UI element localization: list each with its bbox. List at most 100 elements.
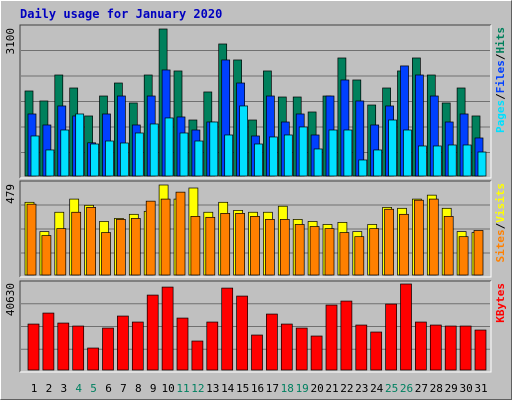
chart-title: Daily usage for January 2020 [20,7,222,21]
bar [116,219,126,276]
bar [27,323,40,371]
bar [250,216,260,276]
bar [313,148,323,177]
y-tick-label: 40630 [4,283,17,316]
x-tick-label: 25 [385,382,398,395]
bar [265,219,275,276]
bar [42,312,55,371]
bar [236,295,248,371]
bar [105,140,114,177]
bar [41,235,52,276]
bar [369,228,380,276]
bar [239,105,248,177]
bar [131,321,144,371]
x-tick-label: 24 [370,382,384,395]
bar [429,324,442,371]
x-tick-label: 27 [415,382,428,395]
bar [134,132,144,177]
bevel [20,25,492,179]
x-tick-label: 10 [161,382,174,395]
bevel [19,24,491,178]
bar [30,135,40,177]
bar [75,113,85,177]
x-tick-label: 21 [325,382,338,395]
x-tick-label: 11 [176,382,189,395]
x-tick-label: 30 [459,382,472,395]
bar [149,123,159,177]
bar [191,340,204,371]
bar [176,317,189,371]
bar [120,142,129,177]
x-tick-label: 4 [75,382,82,395]
bar [254,143,263,177]
bar [26,203,37,276]
bar [432,145,442,177]
bar [220,213,231,276]
bar [280,323,293,371]
bar [146,294,159,371]
bar [279,219,290,276]
bar [324,228,335,276]
bar [298,126,308,177]
x-tick-label: 15 [236,382,249,395]
legend-entry: Files [494,60,507,93]
bevel [20,281,492,373]
legend-entry: KBytes [494,283,507,323]
x-tick-label: 16 [251,382,264,395]
bar [251,334,263,371]
bar [90,143,99,177]
legend-separator: / [494,93,507,100]
x-tick-label: 18 [281,382,294,395]
x-tick-label: 23 [355,382,368,395]
x-tick-label: 13 [206,382,219,395]
legend-entry: Hits [494,27,507,54]
bar [145,200,156,276]
x-tick-label: 20 [310,382,323,395]
bar [101,232,111,276]
bar [221,287,234,371]
bar [428,198,439,276]
bar [343,129,353,177]
bar [385,303,397,371]
bar [72,325,85,371]
bar [458,236,469,276]
bar [283,134,293,177]
bar [56,228,67,276]
x-tick-label: 29 [445,382,458,395]
bar [414,199,424,276]
bar [269,136,278,177]
bar [130,218,141,276]
legend-separator: / [494,53,507,60]
x-tick-label: 8 [135,382,142,395]
bar [179,132,189,177]
bar [473,230,484,276]
bar [354,236,365,276]
x-tick-label: 14 [221,382,235,395]
bar [447,144,457,177]
bar [117,315,129,371]
bar [175,191,186,276]
legend: Sites/Visits [494,183,507,263]
bar [160,198,171,276]
bevel [19,180,491,277]
bar [295,327,308,371]
bar [340,300,353,371]
bar [86,207,96,276]
bar [194,140,204,177]
bar [415,321,427,371]
bar [370,331,383,371]
legend-entry: Visits [494,183,507,223]
x-tick-label: 28 [430,382,443,395]
legend-separator: / [494,222,507,229]
x-tick-label: 12 [191,382,204,395]
bar [266,313,278,371]
bar [339,232,350,276]
bar [310,335,323,371]
bar [400,283,412,371]
bar [355,324,368,371]
x-tick-label: 5 [90,382,97,395]
legend-entry: Sites [494,229,507,262]
